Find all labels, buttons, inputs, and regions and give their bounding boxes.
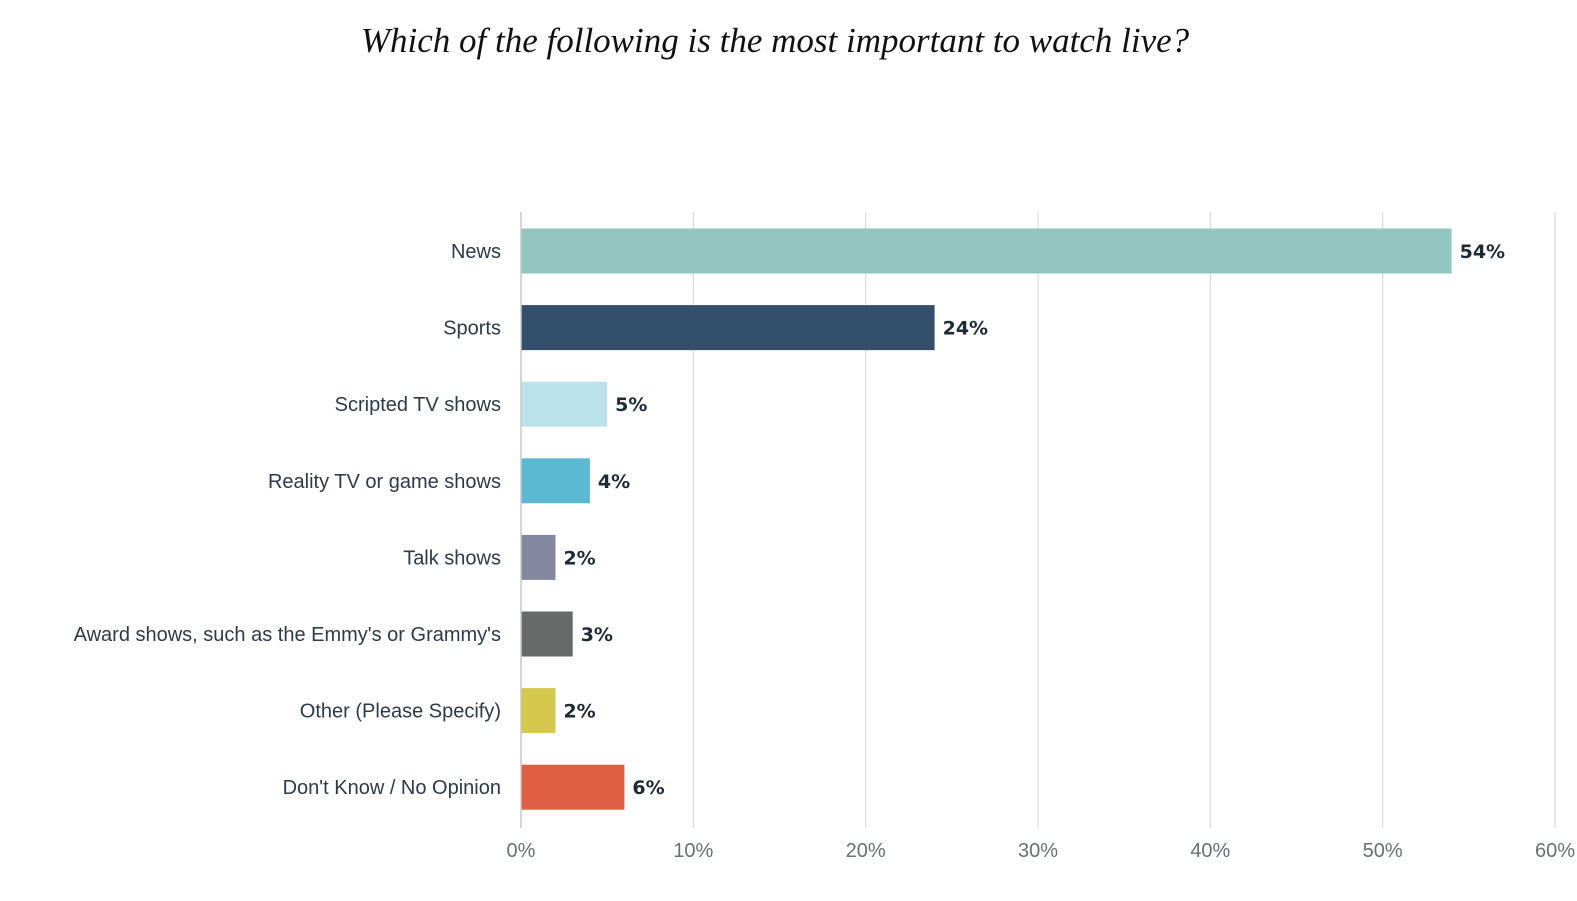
category-label: Reality TV or game shows bbox=[268, 471, 501, 493]
x-tick-label: 50% bbox=[1363, 840, 1403, 862]
bar bbox=[521, 534, 556, 580]
value-label: 2% bbox=[563, 701, 595, 723]
category-label: Don't Know / No Opinion bbox=[283, 777, 501, 799]
x-tick-label: 20% bbox=[846, 840, 886, 862]
x-tick-label: 40% bbox=[1190, 840, 1230, 862]
gridlines bbox=[692, 212, 1556, 828]
value-label: 3% bbox=[581, 624, 613, 646]
x-tick-label: 30% bbox=[1018, 840, 1058, 862]
x-tick-label: 60% bbox=[1535, 840, 1575, 862]
value-label: 2% bbox=[563, 547, 595, 569]
x-tick-label: 10% bbox=[673, 840, 713, 862]
category-label: Talk shows bbox=[403, 547, 501, 569]
bar bbox=[521, 458, 590, 504]
bar bbox=[521, 228, 1452, 274]
bars bbox=[521, 228, 1452, 810]
bar bbox=[521, 688, 556, 734]
bar bbox=[521, 305, 935, 351]
x-axis-ticks: 0% 10% 20% 30% 40% 50% 60% bbox=[507, 840, 1576, 862]
value-label: 6% bbox=[632, 777, 664, 799]
value-label: 4% bbox=[598, 471, 630, 493]
chart-title: Which of the following is the most impor… bbox=[361, 21, 1190, 60]
value-labels: 54% 24% 5% 4% 2% 3% 2% 6% bbox=[563, 241, 1505, 799]
bar bbox=[521, 764, 625, 810]
category-label: News bbox=[451, 241, 501, 263]
x-tick-label: 0% bbox=[507, 840, 536, 862]
bar bbox=[521, 611, 573, 657]
value-label: 24% bbox=[943, 318, 988, 340]
category-label: Scripted TV shows bbox=[335, 394, 501, 416]
category-label: Sports bbox=[443, 318, 501, 340]
bar bbox=[521, 381, 608, 427]
category-label: Other (Please Specify) bbox=[300, 701, 501, 723]
value-label: 5% bbox=[615, 394, 647, 416]
value-label: 54% bbox=[1460, 241, 1505, 263]
category-label: Award shows, such as the Emmy's or Gramm… bbox=[74, 624, 501, 646]
category-labels: News Sports Scripted TV shows Reality TV or… bbox=[74, 241, 501, 799]
